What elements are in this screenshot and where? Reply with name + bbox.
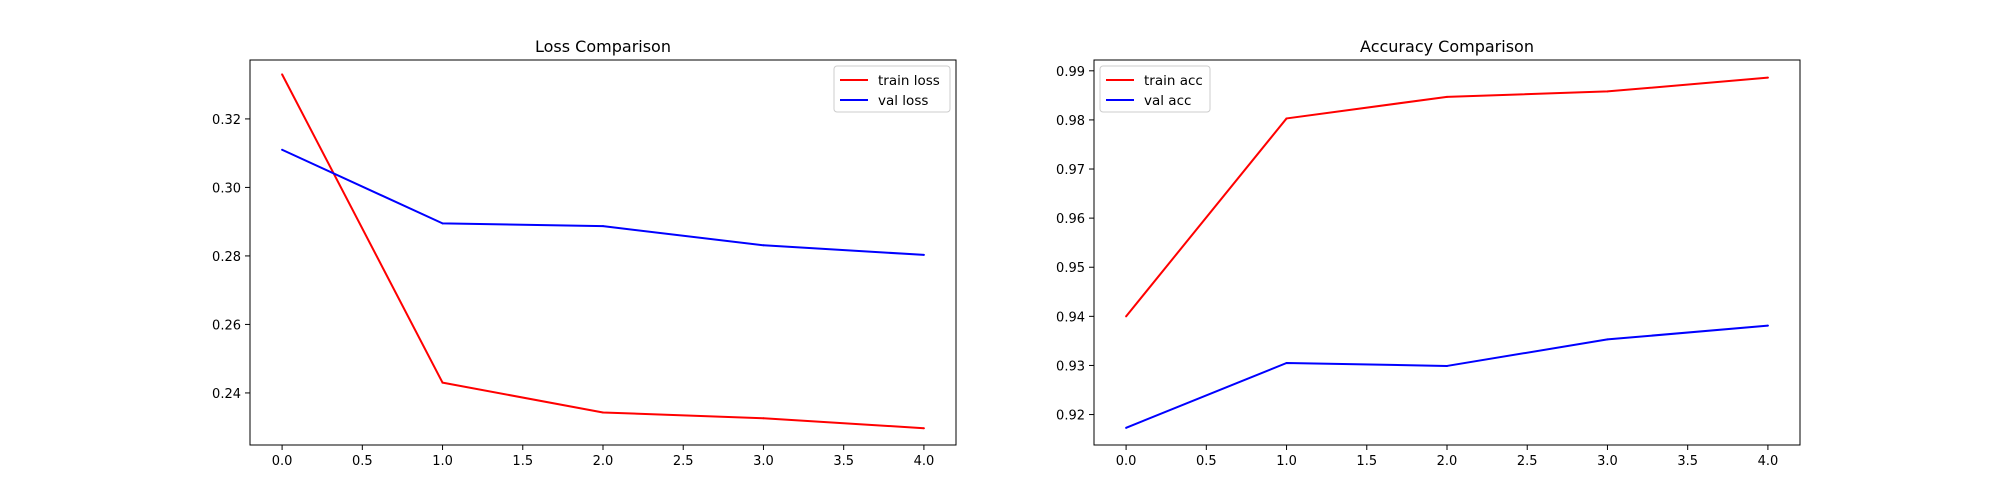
train-acc-point	[1285, 117, 1288, 120]
train-acc-point	[1766, 76, 1769, 79]
y-tick-label: 0.24	[212, 387, 241, 402]
train-loss-point	[922, 427, 925, 430]
val-acc-point	[1125, 426, 1128, 429]
y-tick-label: 0.32	[212, 113, 241, 128]
x-tick-label: 1.5	[512, 454, 533, 469]
chart-title: Accuracy Comparison	[1360, 37, 1534, 56]
loss-series-group	[281, 73, 925, 430]
x-tick-label: 2.0	[593, 454, 614, 469]
accuracy-series-group	[1125, 76, 1769, 429]
y-tick-label: 0.93	[1056, 359, 1085, 374]
legend: train loss val loss	[833, 65, 951, 113]
x-tick-label: 3.0	[753, 454, 774, 469]
x-tick-label: 2.5	[673, 454, 694, 469]
y-tick-label: 0.26	[212, 318, 241, 333]
x-tick-label: 2.5	[1517, 454, 1538, 469]
val-loss-point	[281, 148, 284, 151]
legend: train acc val acc	[1099, 65, 1211, 113]
val-acc-point	[1285, 361, 1288, 364]
y-tick-label: 0.28	[212, 250, 241, 265]
x-axis: 0.0 0.5 1.0 1.5 2.0 2.5 3.0 3.5 4.0	[272, 445, 935, 469]
y-tick-label: 0.92	[1056, 409, 1085, 424]
y-tick-label: 0.96	[1056, 212, 1085, 227]
val-acc-point	[1446, 364, 1448, 367]
val-acc-point	[1606, 338, 1609, 341]
train-loss-point	[602, 411, 604, 414]
x-tick-label: 3.5	[833, 454, 854, 469]
train-loss-point	[762, 417, 765, 420]
x-tick-label: 0.5	[352, 454, 373, 469]
chart-title: Loss Comparison	[535, 37, 671, 56]
legend-label-val-acc: val acc	[1144, 93, 1191, 109]
y-tick-label: 0.97	[1056, 163, 1085, 178]
x-tick-label: 3.5	[1677, 454, 1698, 469]
train-acc-point	[1125, 315, 1128, 318]
x-tick-label: 1.0	[1276, 454, 1297, 469]
x-tick-label: 4.0	[1758, 454, 1779, 469]
train-loss-point	[441, 381, 444, 384]
y-tick-label: 0.30	[212, 181, 241, 196]
train-loss-point	[281, 73, 284, 76]
y-tick-label: 0.95	[1056, 261, 1085, 276]
y-axis: 0.92 0.93 0.94 0.95 0.96 0.97 0.98 0.99	[1056, 65, 1094, 424]
x-tick-label: 3.0	[1597, 454, 1618, 469]
val-acc-point	[1766, 324, 1769, 327]
x-tick-label: 0.5	[1196, 454, 1217, 469]
loss-comparison-chart: Loss Comparison 0.0 0.5 1.0 1.5 2.0 2.5 3.0 3.5…	[212, 37, 957, 469]
y-axis: 0.24 0.26 0.28 0.30 0.32	[212, 113, 250, 402]
val-loss-point	[762, 244, 765, 247]
train-acc-point	[1446, 95, 1448, 98]
x-tick-label: 1.0	[432, 454, 453, 469]
legend-label-train-acc: train acc	[1144, 73, 1203, 89]
x-axis: 0.0 0.5 1.0 1.5 2.0 2.5 3.0 3.5 4.0	[1116, 445, 1779, 469]
legend-label-val-loss: val loss	[878, 93, 928, 109]
accuracy-comparison-chart: Accuracy Comparison 0.0 0.5 1.0 1.5 2.0 2.5 3.…	[1056, 37, 1801, 469]
x-tick-label: 4.0	[914, 454, 935, 469]
train-acc-point	[1606, 90, 1609, 93]
val-loss-point	[602, 225, 604, 228]
y-tick-label: 0.99	[1056, 65, 1085, 80]
x-tick-label: 2.0	[1437, 454, 1458, 469]
val-loss-point	[922, 253, 925, 256]
x-tick-label: 0.0	[272, 454, 293, 469]
x-tick-label: 0.0	[1116, 454, 1137, 469]
y-tick-label: 0.94	[1056, 310, 1085, 325]
y-tick-label: 0.98	[1056, 114, 1085, 129]
val-loss-point	[441, 222, 444, 225]
legend-label-train-loss: train loss	[878, 73, 940, 89]
x-tick-label: 1.5	[1356, 454, 1377, 469]
